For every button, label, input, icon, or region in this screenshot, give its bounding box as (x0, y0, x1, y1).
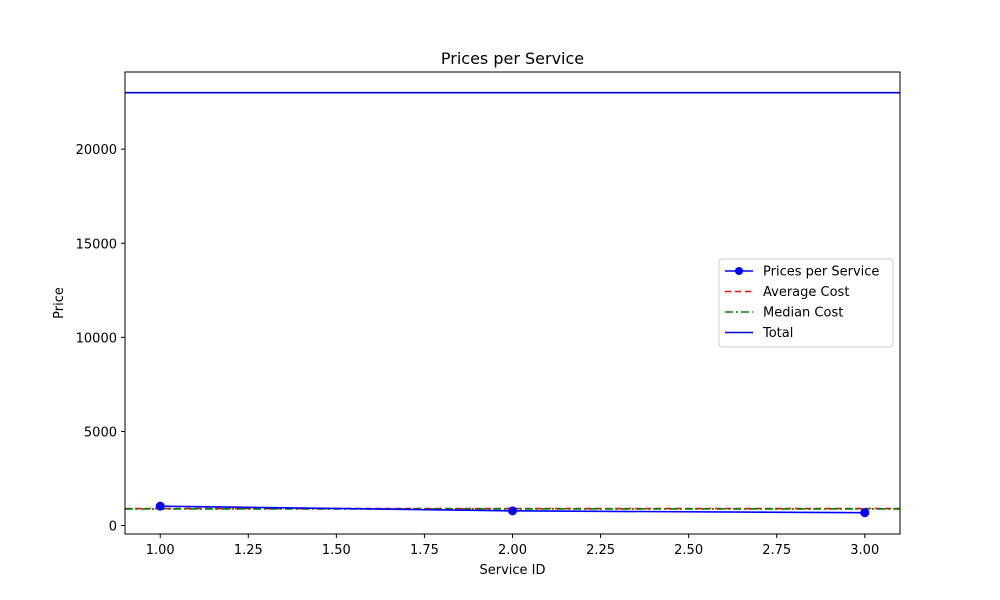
data-point-prices-per-service (508, 506, 517, 516)
x-tick-label: 1.50 (322, 543, 351, 558)
y-tick-label: 20000 (76, 143, 117, 158)
y-axis-label: Price (52, 287, 67, 319)
x-tick-label: 1.75 (410, 543, 439, 558)
data-point-prices-per-service (155, 501, 165, 511)
y-tick-label: 5000 (84, 425, 117, 440)
x-axis-ticks: 1.00 1.25 1.50 1.75 2.00 2.25 2.50 2.75 3.00 (146, 534, 879, 558)
y-tick-label: 10000 (76, 331, 117, 346)
x-tick-label: 1.25 (234, 543, 263, 558)
legend-label-total: Total (762, 326, 793, 341)
y-axis-ticks: 0 5000 10000 15000 20000 (76, 143, 125, 535)
y-tick-label: 15000 (76, 237, 117, 252)
x-tick-label: 1.00 (146, 543, 175, 558)
x-tick-label: 2.25 (586, 543, 615, 558)
legend: Prices per Service Average Cost Median Cos… (718, 258, 894, 348)
x-tick-label: 2.75 (762, 543, 791, 558)
x-tick-label: 3.00 (850, 543, 879, 558)
legend-label-median-cost: Median Cost (763, 306, 843, 321)
legend-box (718, 258, 894, 348)
data-layer (125, 91, 900, 518)
legend-label-prices-per-service: Prices per Service (763, 265, 879, 280)
legend-marker-prices-per-service (735, 267, 743, 275)
y-tick-label: 0 (109, 520, 117, 535)
legend-label-average-cost: Average Cost (763, 285, 849, 300)
x-tick-label: 2.00 (498, 543, 527, 558)
chart-title: Prices per Service (441, 49, 584, 68)
x-tick-label: 2.50 (674, 543, 703, 558)
x-axis-label: Service ID (479, 563, 545, 578)
data-point-prices-per-service (860, 508, 870, 518)
